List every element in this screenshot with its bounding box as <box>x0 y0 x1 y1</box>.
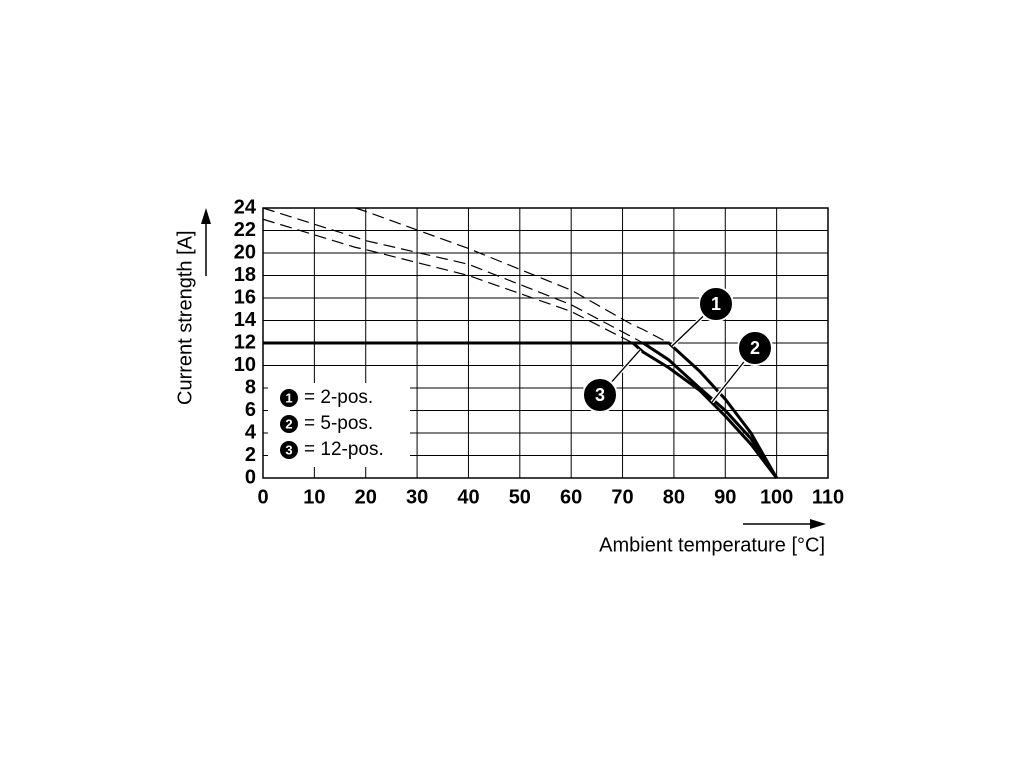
legend-marker <box>280 441 298 459</box>
callout-circle <box>737 330 773 366</box>
legend-marker <box>280 389 298 407</box>
x-tick-label: 10 <box>303 486 325 508</box>
callout-circle <box>698 286 734 322</box>
plot-frame <box>262 207 829 479</box>
legend-number: 2 <box>285 416 292 431</box>
x-tick-label: 40 <box>457 486 479 508</box>
y-tick-label: 0 <box>245 466 256 488</box>
y-tick-label: 6 <box>245 399 256 421</box>
x-axis-title: Ambient temperature [°C] <box>599 534 825 556</box>
x-tick-label: 80 <box>663 486 685 508</box>
legend-number: 1 <box>285 390 292 405</box>
y-tick-label: 2 <box>245 444 256 466</box>
x-tick-label: 30 <box>406 486 428 508</box>
legend-number: 3 <box>285 442 292 457</box>
x-tick-label: 60 <box>560 486 582 508</box>
y-tick-label: 4 <box>245 421 257 443</box>
derating-line <box>262 218 634 344</box>
legend-label: = 12-pos. <box>304 439 384 460</box>
y-axis-title: Current strength [A] <box>174 230 196 405</box>
legend-marker <box>280 415 298 433</box>
x-tick-label: 20 <box>355 486 377 508</box>
x-tick-label: 100 <box>760 486 793 508</box>
x-tick-label: 0 <box>257 486 268 508</box>
callout-circle <box>582 377 618 413</box>
y-tick-label: 18 <box>234 264 256 286</box>
lines <box>262 207 778 479</box>
y-tick-label: 20 <box>234 241 256 263</box>
y-tick-label: 16 <box>234 286 256 308</box>
x-tick-label: 110 <box>812 486 844 508</box>
x-arrow-head <box>810 519 826 529</box>
y-tick-label: 8 <box>245 376 256 398</box>
legend: 1 = 2-pos. 2 = 5-pos. 3 = 12-pos. <box>280 387 384 460</box>
callouts: 1 2 3 <box>582 286 773 413</box>
x-tick-label: 90 <box>714 486 736 508</box>
legend-label: = 2-pos. <box>304 387 373 408</box>
callout-number: 2 <box>750 338 760 358</box>
y-tick-label: 12 <box>234 331 256 353</box>
y-tick-label: 22 <box>234 219 256 241</box>
y-tick-label: 14 <box>234 309 257 331</box>
derating-line <box>262 207 644 344</box>
y-arrow-head <box>201 208 211 224</box>
x-tick-label: 50 <box>509 486 531 508</box>
derating-line <box>355 207 670 344</box>
current-line <box>263 341 778 479</box>
y-tick-label: 24 <box>234 196 257 218</box>
callout-number: 3 <box>595 385 605 405</box>
x-tick-label: 70 <box>611 486 633 508</box>
callout-number: 1 <box>711 294 721 314</box>
legend-label: = 5-pos. <box>304 413 373 434</box>
y-tick-label: 10 <box>234 354 256 376</box>
